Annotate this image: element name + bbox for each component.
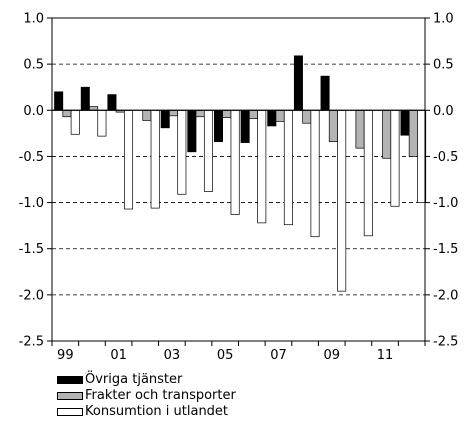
legend-item-frakter: Frakter och transporter	[57, 388, 236, 404]
y-tick-label-right: -1.0	[433, 196, 458, 211]
bar	[107, 94, 117, 111]
legend-item-ovriga: Övriga tjänster	[57, 372, 236, 388]
bar	[355, 109, 365, 149]
bar	[310, 109, 320, 238]
y-tick-label-left: -1.0	[19, 196, 44, 211]
legend-label-frakter: Frakter och transporter	[85, 388, 236, 403]
bar	[214, 109, 224, 143]
bar	[382, 109, 392, 159]
bar	[283, 109, 293, 226]
bar	[203, 109, 213, 192]
x-axis: 99 01 03 05 07 09 11	[51, 341, 426, 363]
bar	[400, 109, 410, 136]
legend-swatch-ovriga	[57, 376, 83, 384]
bar	[408, 109, 418, 157]
bar	[248, 109, 258, 119]
x-tick-label: 05	[217, 348, 234, 363]
bar	[177, 109, 187, 195]
y-tick-label-left: -2.5	[19, 335, 44, 350]
grid-lines	[52, 63, 425, 296]
y-axis-left: 1.0 0.5 0.0 -0.5 -1.0 -1.5 -2.0 -2.5	[19, 12, 52, 350]
bar	[80, 86, 90, 111]
y-tick-label-right: 0.0	[433, 104, 454, 119]
x-tick-label: 07	[270, 348, 287, 363]
x-tick-label: 11	[377, 348, 394, 363]
y-tick-label-left: 0.5	[23, 58, 44, 73]
y-axis-right: 1.0 0.5 0.0 -0.5 -1.0 -1.5 -2.0 -2.5	[425, 12, 458, 350]
bar	[337, 109, 347, 292]
x-tick-label: 03	[164, 348, 181, 363]
bar	[222, 109, 232, 119]
bar	[54, 91, 64, 111]
y-tick-label-right: -2.5	[433, 335, 458, 350]
y-tick-label-right: -0.5	[433, 150, 458, 165]
x-tick-label: 99	[57, 348, 74, 363]
y-tick-label-left: -2.0	[19, 288, 44, 303]
bar	[70, 109, 80, 135]
bar	[302, 109, 312, 124]
bar	[275, 109, 285, 122]
bars	[54, 55, 427, 292]
bar	[320, 75, 330, 111]
y-tick-label-right: 0.5	[433, 58, 454, 73]
bar	[97, 109, 107, 137]
bar	[169, 109, 179, 117]
bar	[293, 55, 303, 111]
y-tick-label-left: 1.0	[23, 12, 44, 27]
bar	[195, 109, 205, 118]
bar	[142, 109, 152, 121]
bar	[187, 109, 197, 153]
legend-swatch-konsumtion	[57, 408, 83, 416]
bar	[390, 109, 400, 207]
bar	[240, 109, 250, 143]
y-tick-label-left: -1.5	[19, 242, 44, 257]
x-tick-label: 09	[323, 348, 340, 363]
legend: Övriga tjänster Frakter och transporter …	[57, 372, 236, 420]
legend-label-konsumtion: Konsumtion i utlandet	[85, 404, 229, 419]
bar	[267, 109, 277, 127]
bar	[257, 109, 267, 224]
bar	[124, 109, 134, 210]
y-tick-label-right: -1.5	[433, 242, 458, 257]
bar	[62, 109, 72, 118]
y-tick-label-right: 1.0	[433, 12, 454, 27]
bar	[230, 109, 240, 215]
y-tick-label-left: 0.0	[23, 104, 44, 119]
x-tick-label: 01	[110, 348, 127, 363]
legend-item-konsumtion: Konsumtion i utlandet	[57, 404, 236, 420]
y-tick-label-right: -2.0	[433, 288, 458, 303]
legend-swatch-frakter	[57, 392, 83, 400]
legend-label-ovriga: Övriga tjänster	[85, 372, 183, 387]
y-tick-label-left: -0.5	[19, 150, 44, 165]
bar	[150, 109, 160, 209]
bar	[328, 109, 338, 143]
bar	[363, 109, 373, 237]
bar	[160, 109, 170, 129]
